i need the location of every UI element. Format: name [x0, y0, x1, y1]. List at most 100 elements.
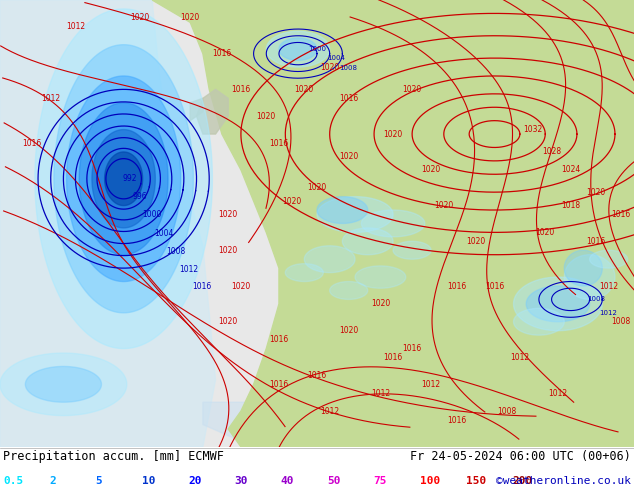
Text: 1012: 1012: [422, 380, 441, 389]
Text: 1020: 1020: [130, 13, 149, 23]
Polygon shape: [342, 228, 393, 255]
Text: 1016: 1016: [22, 139, 41, 147]
Polygon shape: [105, 152, 143, 206]
Text: 1016: 1016: [231, 85, 250, 94]
Text: 1020: 1020: [320, 63, 339, 72]
Text: 1000: 1000: [143, 210, 162, 219]
Text: 1020: 1020: [231, 281, 250, 291]
Polygon shape: [0, 353, 127, 416]
Text: 1020: 1020: [466, 237, 485, 246]
Polygon shape: [79, 103, 168, 255]
Polygon shape: [203, 393, 456, 447]
Text: 0.5: 0.5: [3, 475, 23, 486]
Text: 1016: 1016: [485, 281, 504, 291]
Polygon shape: [514, 308, 564, 335]
Text: 1020: 1020: [339, 326, 358, 335]
Text: 1012: 1012: [67, 23, 86, 31]
Polygon shape: [279, 38, 317, 60]
Text: 1008: 1008: [612, 317, 631, 326]
Text: 1020: 1020: [536, 228, 555, 237]
Polygon shape: [317, 196, 393, 232]
Text: 1020: 1020: [434, 201, 453, 210]
Text: 1016: 1016: [307, 371, 327, 380]
Text: 1032: 1032: [523, 125, 542, 134]
Text: 1020: 1020: [403, 85, 422, 94]
Polygon shape: [304, 246, 355, 272]
Polygon shape: [317, 196, 368, 223]
Text: 1012: 1012: [600, 310, 618, 316]
Text: 1020: 1020: [219, 210, 238, 219]
Polygon shape: [152, 0, 634, 447]
Text: 40: 40: [281, 475, 294, 486]
Polygon shape: [285, 264, 323, 282]
Text: 200: 200: [512, 475, 533, 486]
Text: 1016: 1016: [612, 210, 631, 219]
Polygon shape: [590, 250, 628, 268]
Polygon shape: [355, 266, 406, 288]
Text: 1012: 1012: [510, 353, 529, 362]
Text: 1016: 1016: [269, 139, 288, 147]
Text: 1008: 1008: [340, 65, 358, 71]
Text: 1004: 1004: [154, 229, 173, 238]
Text: 1016: 1016: [586, 237, 605, 246]
Text: 996: 996: [132, 192, 147, 201]
Text: 1000: 1000: [308, 46, 326, 52]
Text: 1020: 1020: [295, 85, 314, 94]
Text: 1020: 1020: [307, 183, 327, 192]
Text: 1012: 1012: [599, 281, 618, 291]
Polygon shape: [393, 241, 431, 259]
Text: 1020: 1020: [339, 152, 358, 161]
Text: 1016: 1016: [192, 281, 211, 291]
Polygon shape: [54, 45, 193, 313]
Text: Fr 24-05-2024 06:00 UTC (00+06): Fr 24-05-2024 06:00 UTC (00+06): [410, 450, 631, 463]
Polygon shape: [330, 282, 368, 299]
Text: 50: 50: [327, 475, 340, 486]
Text: 1004: 1004: [327, 55, 345, 61]
Text: 1008: 1008: [587, 296, 605, 302]
Polygon shape: [197, 89, 228, 134]
Polygon shape: [361, 210, 425, 237]
Text: 1016: 1016: [339, 94, 358, 103]
Text: 992: 992: [123, 174, 137, 183]
Text: 1016: 1016: [403, 344, 422, 353]
Text: 1016: 1016: [269, 335, 288, 344]
Text: 1012: 1012: [179, 265, 198, 273]
Text: 1028: 1028: [542, 147, 561, 156]
Polygon shape: [67, 76, 181, 282]
Text: 1020: 1020: [257, 112, 276, 121]
Text: 1020: 1020: [219, 246, 238, 255]
Text: Precipitation accum. [mm] ECMWF: Precipitation accum. [mm] ECMWF: [3, 450, 224, 463]
Text: 1024: 1024: [561, 165, 580, 174]
Text: 1020: 1020: [586, 188, 605, 196]
Polygon shape: [241, 0, 368, 89]
Polygon shape: [35, 9, 212, 348]
Text: 1008: 1008: [167, 246, 186, 256]
Polygon shape: [564, 250, 602, 286]
Text: 1016: 1016: [269, 380, 288, 389]
Text: 1020: 1020: [181, 13, 200, 23]
Text: 1020: 1020: [282, 196, 301, 206]
Polygon shape: [266, 31, 330, 67]
Text: 1012: 1012: [41, 94, 60, 103]
Text: 1020: 1020: [422, 165, 441, 174]
Text: 1012: 1012: [548, 389, 567, 398]
Polygon shape: [564, 255, 615, 299]
Text: 10: 10: [142, 475, 155, 486]
Text: 1008: 1008: [498, 407, 517, 416]
Text: 1020: 1020: [371, 299, 390, 308]
Text: 1016: 1016: [447, 416, 466, 424]
Text: 1016: 1016: [447, 281, 466, 291]
Text: 150: 150: [466, 475, 486, 486]
Text: 1020: 1020: [384, 129, 403, 139]
Polygon shape: [514, 277, 602, 331]
Text: 1020: 1020: [219, 317, 238, 326]
Text: 1016: 1016: [212, 49, 231, 58]
Polygon shape: [190, 98, 203, 121]
Text: 5: 5: [96, 475, 103, 486]
Text: 100: 100: [420, 475, 440, 486]
Text: 30: 30: [235, 475, 248, 486]
Text: 1012: 1012: [320, 407, 339, 416]
Polygon shape: [25, 367, 101, 402]
Text: 1018: 1018: [561, 201, 580, 210]
Text: 2: 2: [49, 475, 56, 486]
